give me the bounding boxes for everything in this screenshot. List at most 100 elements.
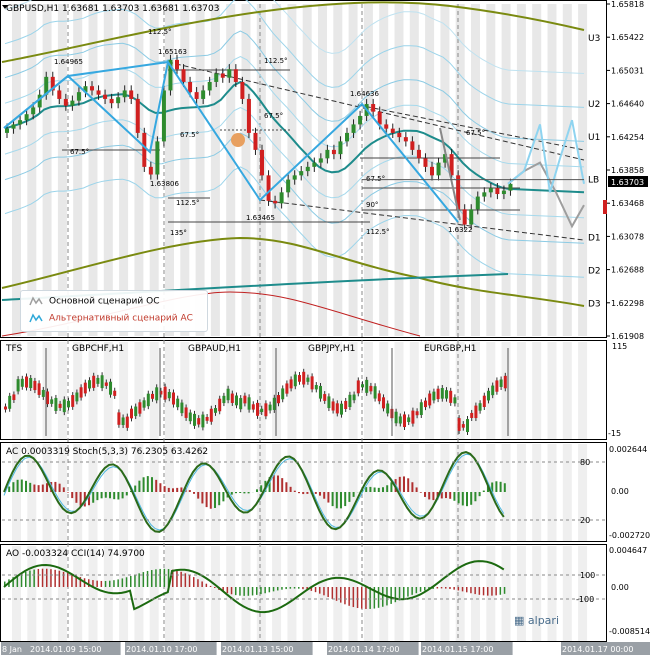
session-band [563,4,572,336]
ao-bar [327,587,329,597]
ac-bar [46,483,48,492]
ac-bar [38,485,40,492]
candle-body [325,150,329,158]
ao-bar [46,569,48,587]
session-band [578,546,587,641]
ao-bar [403,587,405,598]
session-band [563,342,572,439]
ao-bar [319,587,321,594]
tfs-body [336,403,339,413]
alt-scenario-icon [29,313,45,323]
tfs-body [109,382,112,395]
candle-body [201,90,205,98]
candle-body [410,141,414,149]
time-axis-label: 8 Jan [1,642,31,655]
tfs-body [403,414,406,427]
tfs-body [306,378,309,382]
session-band [134,444,143,541]
price-tick-label: 1.65031 [611,66,644,75]
tfs-body [67,401,70,408]
ac-bar [420,492,422,493]
ac-bar [151,477,153,492]
ao-bar [101,581,103,587]
ao-bar [424,587,426,591]
ac-bar [248,492,250,493]
candle-body [64,99,68,106]
ao-bar [264,587,266,593]
session-band [272,444,281,541]
ac-bar [386,485,388,492]
candle-body [162,90,166,141]
session-band [150,444,159,541]
ac-bar [126,492,128,495]
price-tick-label: 1.63858 [611,166,644,175]
ao-bar [122,578,124,587]
candle-body [195,92,199,99]
candle-body [476,197,480,210]
candle-body [345,133,349,141]
session-band [517,342,526,439]
brand-name: alpari [528,614,559,627]
candle-body [240,82,244,99]
fib-angle-label: 67.5° [264,112,283,120]
tfs-body [462,424,465,428]
tfs-body [54,398,57,411]
ao-bar [231,587,233,594]
session-band [456,546,465,641]
tfs-body [466,419,469,432]
candle-body [352,124,356,132]
candle-body [97,90,101,94]
ao-bar [474,587,476,594]
session-band [180,546,189,641]
ao-bar [315,587,317,592]
ao-bar [390,587,392,604]
ao-bar [382,587,384,607]
tfs-body [315,385,318,389]
ac-bar [281,478,283,492]
tfs-body [365,380,368,393]
tfs-body [252,404,255,409]
tfs-body [340,404,343,415]
tfs-title: TFS [5,344,23,354]
tfs-body [428,394,431,406]
ac-bar [432,492,434,500]
session-band [226,546,235,641]
session-band [287,342,296,439]
ao-bar [159,569,161,587]
ao-bar [445,587,447,589]
ac-bar [168,488,170,492]
candle-body [469,209,473,224]
ac-title: AC 0.0003319 Stoch(5,3,3) 76.2305 63.426… [6,447,208,457]
session-band [58,342,67,439]
session-band [43,444,52,541]
ao-bar [458,587,460,590]
ao-bar [441,587,443,588]
candle-body [103,95,107,99]
ac-bar [306,492,308,494]
candle-body [299,171,303,175]
candle-body [188,82,192,92]
ac-bar [164,486,166,492]
legend-main-row: Основной сценарий ОС [29,296,159,307]
pivot-label: 1.6322 [448,226,473,234]
ac-bar [332,492,334,506]
price-tick-label: 1.62298 [611,299,644,308]
session-band [532,4,541,336]
candle-body [332,150,336,154]
time-axis-label-text: 2014.01.09 15:00 [30,645,101,654]
tfs-body [407,417,410,422]
cci-level-100: 100 [580,571,595,580]
tfs-body [210,409,213,422]
ac-bar [462,492,464,505]
tfs-pair-3: GBPJPY,H1 [308,344,355,354]
level-label-d3: D3 [588,300,601,310]
ao-bar [176,571,178,587]
fib-angle-label: 67.5° [366,175,385,183]
candle-body [358,116,362,124]
ac-bar [197,492,199,499]
candle-body [437,163,441,176]
ao-bar [466,587,468,592]
ao-bar [180,572,182,587]
session-band [578,4,587,336]
tfs-body [453,397,456,403]
